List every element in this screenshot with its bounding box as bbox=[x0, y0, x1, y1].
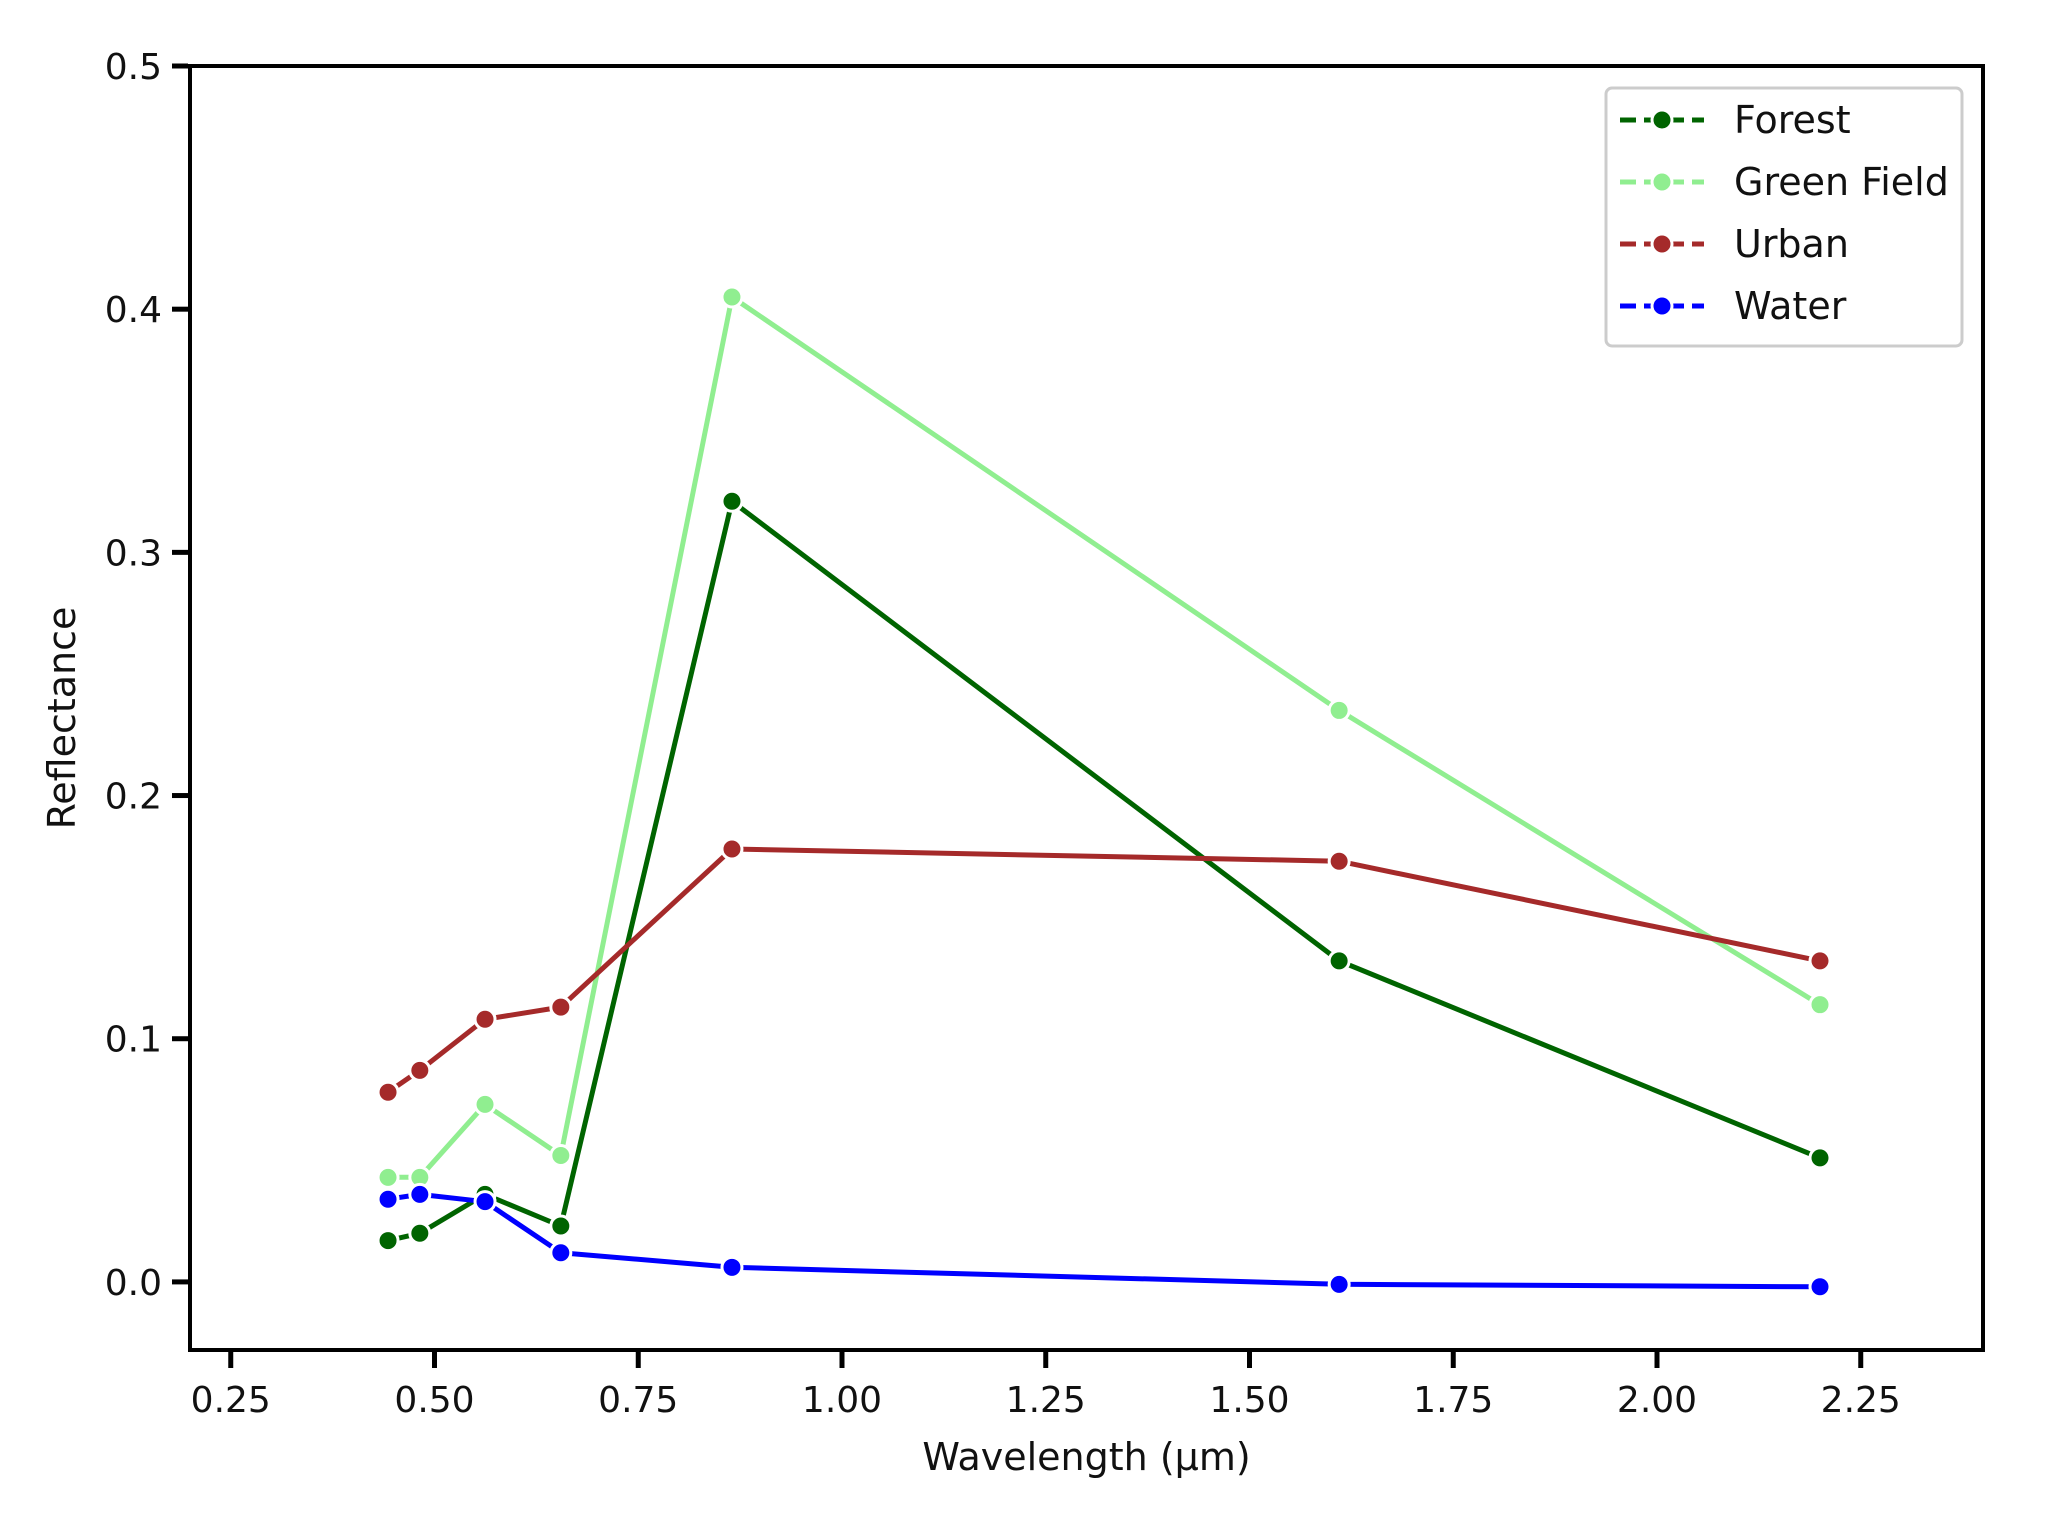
data-point bbox=[1808, 949, 1832, 973]
x-tick-label: 1.50 bbox=[1209, 1380, 1289, 1421]
data-point bbox=[408, 1182, 432, 1206]
data-point bbox=[1808, 1146, 1832, 1170]
y-tick-label: 0.5 bbox=[105, 47, 162, 88]
x-tick-label: 1.75 bbox=[1413, 1380, 1493, 1421]
legend-box bbox=[1604, 86, 1964, 348]
legend-label: Green Field bbox=[1734, 160, 1949, 204]
data-point bbox=[1327, 698, 1351, 722]
data-point bbox=[376, 1229, 400, 1253]
plot-frame bbox=[188, 64, 1985, 1352]
data-point bbox=[473, 1007, 497, 1031]
x-tick-label: 2.00 bbox=[1617, 1380, 1697, 1421]
y-tick-label: 0.3 bbox=[105, 533, 162, 574]
legend-label: Forest bbox=[1734, 98, 1851, 142]
legend-swatch-marker bbox=[1650, 232, 1674, 256]
y-tick-label: 0.2 bbox=[105, 777, 162, 818]
x-tick-label: 1.00 bbox=[802, 1380, 882, 1421]
data-point bbox=[408, 1058, 432, 1082]
marks-layer bbox=[376, 285, 1832, 1299]
legend: Forest Green Field Urban Water bbox=[1604, 86, 1964, 348]
axes-layer: 0.25 0.50 0.75 1.00 1.25 1.50 1.75 2.00 2.25 0.0 0… bbox=[105, 47, 1985, 1421]
data-point bbox=[549, 1214, 573, 1238]
data-point bbox=[1327, 849, 1351, 873]
y-tick-label: 0.4 bbox=[105, 290, 162, 331]
data-point bbox=[1327, 949, 1351, 973]
x-tick-label: 2.25 bbox=[1821, 1380, 1901, 1421]
data-point bbox=[720, 489, 744, 513]
data-point bbox=[1808, 1275, 1832, 1299]
data-point bbox=[376, 1080, 400, 1104]
data-point bbox=[549, 1143, 573, 1167]
data-point bbox=[720, 837, 744, 861]
data-point bbox=[376, 1187, 400, 1211]
data-point bbox=[1808, 993, 1832, 1017]
data-point bbox=[1327, 1272, 1351, 1296]
data-point bbox=[720, 1255, 744, 1279]
x-tick-label: 1.25 bbox=[1006, 1380, 1086, 1421]
data-point bbox=[376, 1165, 400, 1189]
legend-label: Urban bbox=[1734, 222, 1849, 266]
x-tick-label: 0.25 bbox=[191, 1380, 271, 1421]
data-point bbox=[549, 995, 573, 1019]
data-point bbox=[720, 285, 744, 309]
legend-swatch-marker bbox=[1650, 170, 1674, 194]
data-point bbox=[473, 1092, 497, 1116]
data-point bbox=[549, 1241, 573, 1265]
data-point bbox=[473, 1190, 497, 1214]
y-tick-label: 0.0 bbox=[105, 1263, 162, 1304]
x-axis-title: Wavelength (μm) bbox=[922, 1435, 1250, 1479]
x-tick-label: 0.75 bbox=[598, 1380, 678, 1421]
legend-label: Water bbox=[1734, 284, 1847, 328]
y-tick-label: 0.1 bbox=[105, 1020, 162, 1061]
legend-swatch-marker bbox=[1650, 294, 1674, 318]
y-axis-title: Reflectance bbox=[40, 607, 84, 830]
x-tick-label: 0.50 bbox=[394, 1380, 474, 1421]
legend-swatch-marker bbox=[1650, 108, 1674, 132]
data-point bbox=[408, 1221, 432, 1245]
